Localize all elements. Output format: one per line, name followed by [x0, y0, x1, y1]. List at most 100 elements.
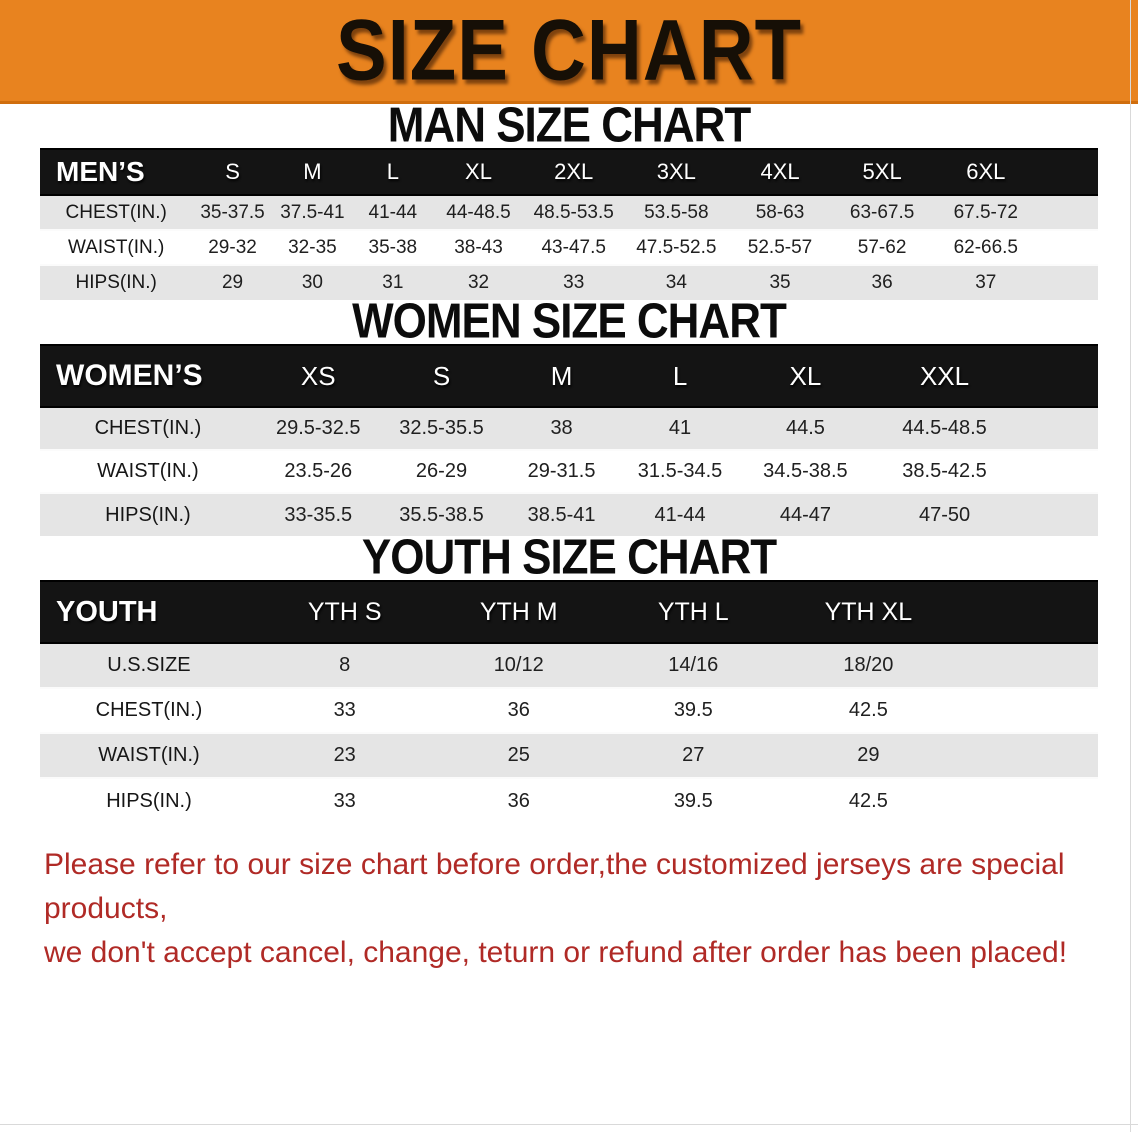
size-value: 38-43 — [454, 236, 503, 258]
size-value: 29-31.5 — [527, 460, 596, 482]
disclaimer-line-1: Please refer to our size chart before or… — [44, 848, 1065, 925]
men-size-table: MEN’S S M L XL 2XL 3XL 4XL 5XL 6XL CHEST… — [40, 148, 1098, 300]
women-size-header: M — [502, 344, 621, 408]
measure-label: CHEST(IN.) — [94, 417, 202, 439]
size-value: 35.5-38.5 — [399, 503, 484, 526]
size-value: 35-37.5 — [200, 201, 265, 223]
size-value: 34.5-38.5 — [763, 460, 848, 482]
photo-edge-bottom — [0, 1124, 1138, 1125]
youth-section-heading: YOUTH SIZE CHART — [0, 533, 1138, 582]
women-size-header: XL — [739, 344, 872, 408]
header-filler — [1038, 148, 1098, 196]
size-value: 38 — [550, 417, 573, 439]
size-chart-banner: SIZE CHART — [0, 0, 1138, 104]
size-value: 67.5-72 — [953, 201, 1019, 223]
women-size-header: XXL — [871, 344, 1018, 408]
size-value: 32.5-35.5 — [399, 417, 484, 439]
women-size-header: S — [380, 344, 503, 408]
size-value: 32-35 — [288, 236, 337, 258]
men-size-header: L — [352, 148, 434, 196]
youth-size-header: YTH L — [606, 580, 781, 644]
men-size-header: S — [192, 148, 273, 196]
disclaimer-line-2: we don't accept cancel, change, teturn o… — [44, 936, 1068, 969]
size-value: 57-62 — [857, 236, 907, 258]
measure-label: HIPS(IN.) — [75, 272, 157, 293]
size-value: 41-44 — [654, 503, 706, 526]
header-filler — [1017, 344, 1098, 408]
cell-filler — [956, 778, 1098, 823]
women-size-table: WOMEN’S XS S M L XL XXL CHEST(IN.) 29.5-… — [40, 344, 1098, 536]
size-value: 18/20 — [843, 654, 894, 676]
women-header-row: WOMEN’S XS S M L XL XXL — [40, 344, 1098, 408]
size-value: 30 — [301, 272, 323, 293]
men-size-header: M — [272, 148, 353, 196]
size-value: 38.5-41 — [527, 503, 596, 526]
measure-label: WAIST(IN.) — [97, 460, 199, 482]
table-row: CHEST(IN.) 29.5-32.5 32.5-35.5 38 41 44.… — [40, 407, 1098, 450]
men-size-header: 6XL — [932, 148, 1039, 196]
size-value: 47.5-52.5 — [636, 236, 717, 258]
size-value: 42.5 — [848, 699, 888, 721]
cell-filler — [1039, 195, 1098, 230]
banner-title: SIZE CHART — [336, 2, 802, 99]
men-size-header: 3XL — [623, 148, 729, 196]
measure-label: U.S.SIZE — [107, 654, 191, 676]
size-value: 14/16 — [668, 654, 719, 676]
size-value: 34 — [665, 272, 687, 293]
size-value: 31.5-34.5 — [637, 460, 723, 482]
size-value: 23 — [333, 744, 356, 766]
size-value: 35 — [769, 272, 791, 293]
size-value: 39.5 — [673, 699, 713, 721]
size-value: 33 — [333, 789, 356, 812]
size-value: 44.5 — [785, 417, 825, 439]
size-value: 36 — [507, 699, 530, 721]
table-row: HIPS(IN.) 33 36 39.5 42.5 — [40, 778, 1098, 823]
photo-edge-right — [1130, 0, 1131, 1132]
women-section-heading-text: WOMEN SIZE CHART — [352, 294, 787, 349]
size-value: 29.5-32.5 — [275, 417, 361, 439]
women-corner-label: WOMEN’S — [40, 344, 256, 408]
size-value: 36 — [507, 789, 530, 812]
disclaimer: Please refer to our size chart before or… — [44, 843, 1108, 975]
table-row: WAIST(IN.) 23.5-26 26-29 29-31.5 31.5-34… — [40, 450, 1098, 493]
men-size-header: 2XL — [523, 148, 624, 196]
measure-label: HIPS(IN.) — [106, 789, 192, 812]
header-filler — [956, 580, 1098, 644]
size-value: 48.5-53.5 — [533, 201, 614, 223]
size-value: 39.5 — [673, 789, 713, 812]
measure-label: WAIST(IN.) — [67, 236, 165, 258]
women-size-header: L — [620, 344, 740, 408]
size-value: 41 — [668, 417, 692, 439]
youth-size-table: YOUTH YTH S YTH M YTH L YTH XL U.S.SIZE … — [40, 580, 1098, 823]
size-value: 26-29 — [415, 460, 468, 482]
size-value: 10/12 — [493, 654, 544, 676]
youth-corner-label: YOUTH — [40, 580, 258, 644]
size-value: 29 — [857, 744, 880, 766]
size-value: 47-50 — [918, 503, 971, 526]
cell-filler — [956, 688, 1098, 733]
size-value: 38.5-42.5 — [902, 460, 987, 482]
size-value: 33-35.5 — [284, 503, 353, 526]
size-value: 8 — [339, 654, 351, 676]
size-value: 37.5-41 — [280, 201, 345, 223]
size-value: 35-38 — [368, 236, 418, 258]
size-value: 44-47 — [779, 503, 831, 526]
youth-size-header: YTH S — [257, 580, 432, 644]
size-value: 23.5-26 — [284, 460, 353, 482]
size-value: 41-44 — [368, 201, 418, 223]
table-row: HIPS(IN.) 33-35.5 35.5-38.5 38.5-41 41-4… — [40, 493, 1098, 536]
men-section-heading: MAN SIZE CHART — [0, 101, 1138, 150]
size-value: 58-63 — [755, 201, 805, 223]
size-value: 31 — [382, 272, 404, 293]
youth-size-header: YTH M — [431, 580, 606, 644]
table-row: CHEST(IN.) 33 36 39.5 42.5 — [40, 688, 1098, 733]
table-row: CHEST(IN.) 35-37.5 37.5-41 41-44 44-48.5… — [40, 195, 1098, 230]
youth-size-header: YTH XL — [780, 580, 957, 644]
size-value: 33 — [333, 699, 356, 721]
youth-header-row: YOUTH YTH S YTH M YTH L YTH XL — [40, 580, 1098, 644]
size-value: 42.5 — [848, 789, 888, 812]
size-value: 33 — [563, 272, 585, 293]
cell-filler — [1018, 450, 1098, 493]
size-value: 43-47.5 — [541, 236, 606, 258]
cell-filler — [1018, 407, 1098, 450]
